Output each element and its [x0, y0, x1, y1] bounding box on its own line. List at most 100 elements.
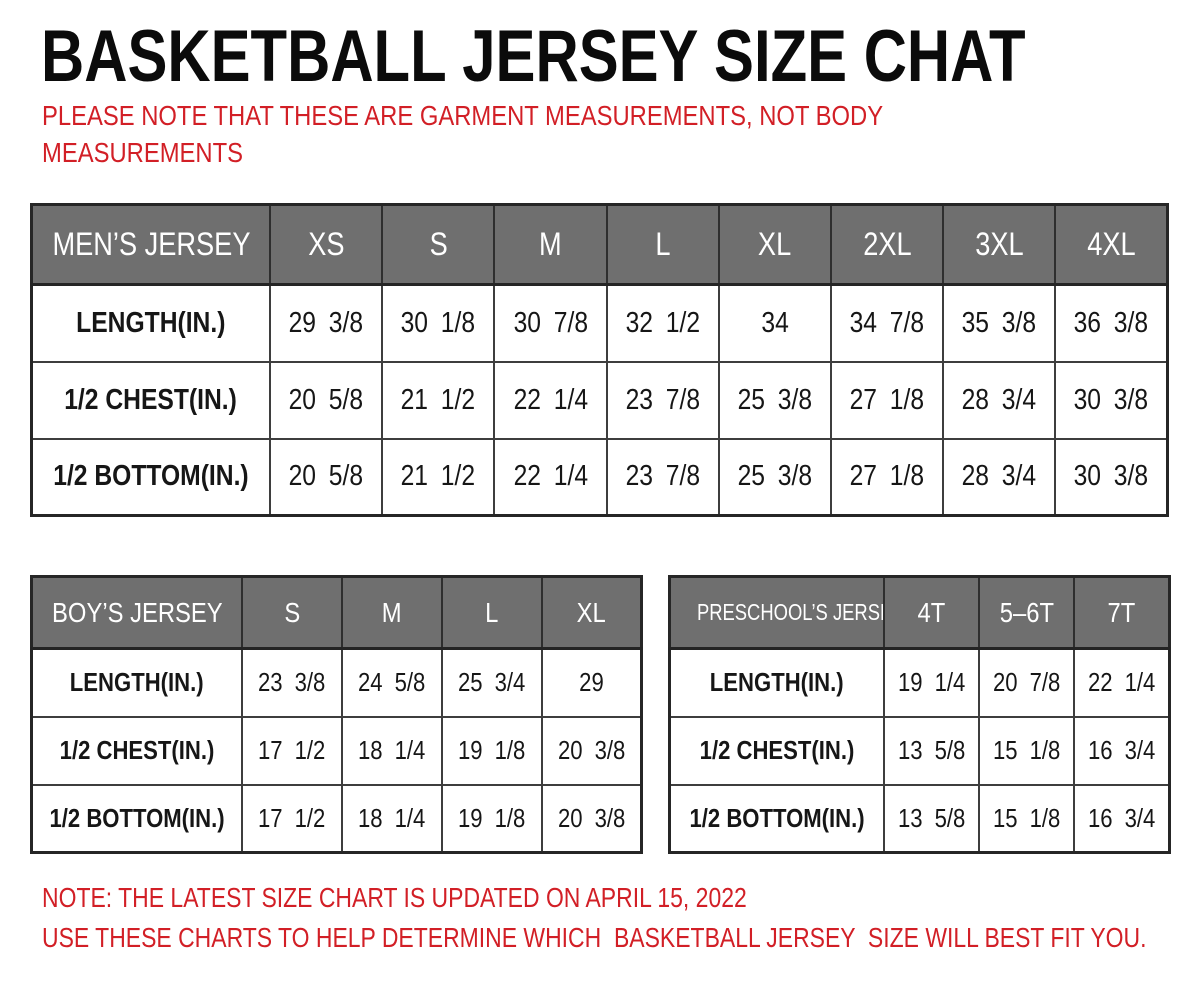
table-row: 1/2 BOTTOM(IN.) 17 1/2 18 1/4 19 1/8 20 3/8: [30, 783, 643, 854]
table-row: LENGTH(IN.) 19 1/4 20 7/8 22 1/4: [668, 647, 1171, 718]
size-header-cell: XS: [268, 203, 384, 286]
size-header-cell-text: S: [429, 226, 448, 262]
value-cell: 28 3/4: [942, 437, 1057, 517]
value-cell-text: 19 1/8: [457, 802, 526, 833]
value-cell: 24 5/8: [340, 647, 443, 718]
value-cell-text: 15 1/8: [993, 735, 1061, 765]
size-header-cell-text: XL: [576, 596, 606, 628]
value-cell-text: 25 3/8: [737, 383, 813, 416]
value-cell-text: 30 3/8: [1073, 383, 1149, 416]
value-cell: 25 3/4: [440, 647, 543, 718]
value-cell-text: 34 7/8: [849, 306, 925, 339]
value-cell: 22 1/4: [493, 360, 608, 440]
garment-measurements-note: PLEASE NOTE THAT THESE ARE GARMENT MEASU…: [42, 100, 883, 168]
value-cell-text: 13 5/8: [897, 735, 966, 765]
row-label-cell-text: LENGTH(IN.): [76, 306, 226, 339]
row-label-cell-text: LENGTH(IN.): [70, 667, 204, 698]
value-cell-text: 23 3/8: [258, 667, 326, 698]
value-cell: 16 3/4: [1073, 783, 1171, 854]
size-header-cell-text: XL: [758, 226, 792, 262]
value-cell: 15 1/8: [978, 783, 1076, 854]
value-cell: 19 1/4: [882, 647, 981, 718]
value-cell-text: 18 1/4: [358, 735, 426, 765]
value-cell-text: 19 1/8: [457, 735, 526, 765]
value-cell: 23 3/8: [241, 647, 343, 718]
size-header-cell-text: 4XL: [1086, 226, 1136, 262]
value-cell: 20 3/8: [540, 783, 643, 854]
table-title-cell: BOY’S JERSEY: [30, 575, 243, 650]
row-label-cell: LENGTH(IN.): [668, 647, 885, 718]
value-cell: 21 1/2: [381, 437, 496, 517]
value-cell-text: 19 1/4: [897, 667, 966, 698]
boys-jersey-table: BOY’S JERSEY S M L XL LENGTH(IN.) 23 3/8 24 5/8…: [30, 575, 643, 854]
size-header-cell: L: [440, 575, 543, 650]
value-cell-text: 28 3/4: [961, 383, 1037, 416]
row-label-cell-text: 1/2 BOTTOM(IN.): [49, 802, 225, 833]
value-cell: 27 1/8: [829, 437, 945, 517]
value-cell-text: 18 1/4: [358, 802, 426, 833]
row-label-cell-text: 1/2 CHEST(IN.): [59, 735, 215, 765]
value-cell: 19 1/8: [440, 715, 543, 786]
value-cell-text: 30 3/8: [1073, 460, 1149, 493]
table-title-cell: PRESCHOOL’S JERSEY: [668, 575, 885, 650]
value-cell-text: 24 5/8: [358, 667, 426, 698]
value-cell-text: 29: [579, 667, 604, 698]
value-cell: 20 3/8: [540, 715, 643, 786]
size-header-cell-text: S: [283, 596, 300, 628]
size-header-cell: S: [241, 575, 343, 650]
size-header-cell: 4T: [882, 575, 981, 650]
value-cell: 30 3/8: [1054, 437, 1169, 517]
table-title-cell-text: BOY’S JERSEY: [51, 596, 223, 628]
row-label-cell-text: 1/2 BOTTOM(IN.): [53, 460, 249, 493]
table-row: 1/2 CHEST(IN.) 20 5/8 21 1/2 22 1/4 23 7/8 25…: [30, 360, 1169, 440]
size-header-cell-text: M: [539, 226, 562, 262]
value-cell-text: 21 1/2: [401, 460, 476, 493]
table-title-cell-text: MEN’S JERSEY: [52, 226, 250, 262]
value-cell: 28 3/4: [942, 360, 1057, 440]
value-cell-text: 23 7/8: [625, 460, 700, 493]
table-row: LENGTH(IN.) 29 3/8 30 1/8 30 7/8 32 1/2 34 34 …: [30, 283, 1169, 363]
value-cell: 29: [540, 647, 643, 718]
value-cell-text: 16 3/4: [1087, 802, 1156, 833]
row-label-cell: LENGTH(IN.): [30, 283, 271, 363]
size-header-cell-text: 3XL: [975, 226, 1024, 262]
value-cell: 22 1/4: [493, 437, 608, 517]
value-cell-text: 30 1/8: [401, 306, 476, 339]
value-cell: 34 7/8: [829, 283, 945, 363]
table-row: 1/2 CHEST(IN.) 17 1/2 18 1/4 19 1/8 20 3/8: [30, 715, 643, 786]
header-row: PRESCHOOL’S JERSEY 4T 5–6T 7T: [668, 575, 1171, 650]
value-cell-text: 22 1/4: [513, 383, 588, 416]
size-header-cell: M: [340, 575, 443, 650]
row-label-cell: 1/2 BOTTOM(IN.): [30, 437, 271, 517]
value-cell: 23 7/8: [605, 360, 720, 440]
size-header-cell-text: 7T: [1107, 596, 1136, 628]
value-cell-text: 35 3/8: [961, 306, 1037, 339]
value-cell: 25 3/8: [717, 360, 832, 440]
table-row: LENGTH(IN.) 23 3/8 24 5/8 25 3/4 29: [30, 647, 643, 718]
value-cell-text: 36 3/8: [1073, 306, 1149, 339]
table-row: 1/2 CHEST(IN.) 13 5/8 15 1/8 16 3/4: [668, 715, 1171, 786]
value-cell: 18 1/4: [340, 715, 443, 786]
size-header-cell: 5–6T: [978, 575, 1076, 650]
value-cell-text: 20 7/8: [993, 667, 1061, 698]
mens-jersey-table: MEN’S JERSEY XS S M L XL 2XL 3XL 4XL LENGTH(IN.) 2…: [30, 203, 1169, 517]
size-header-cell: L: [605, 203, 720, 286]
size-header-cell-text: 4T: [917, 596, 946, 628]
header-row: BOY’S JERSEY S M L XL: [30, 575, 643, 650]
value-cell: 23 7/8: [605, 437, 720, 517]
value-cell: 20 5/8: [268, 360, 384, 440]
size-header-cell-text: 5–6T: [999, 596, 1054, 628]
value-cell: 27 1/8: [829, 360, 945, 440]
value-cell: 18 1/4: [340, 783, 443, 854]
row-label-cell: 1/2 CHEST(IN.): [668, 715, 885, 786]
value-cell: 25 3/8: [717, 437, 832, 517]
size-header-cell: S: [381, 203, 496, 286]
value-cell: 30 1/8: [381, 283, 496, 363]
header-row: MEN’S JERSEY XS S M L XL 2XL 3XL 4XL: [30, 203, 1169, 286]
value-cell-text: 22 1/4: [1087, 667, 1156, 698]
value-cell: 17 1/2: [241, 715, 343, 786]
value-cell: 19 1/8: [440, 783, 543, 854]
value-cell-text: 20 5/8: [288, 383, 364, 416]
row-label-cell: LENGTH(IN.): [30, 647, 243, 718]
